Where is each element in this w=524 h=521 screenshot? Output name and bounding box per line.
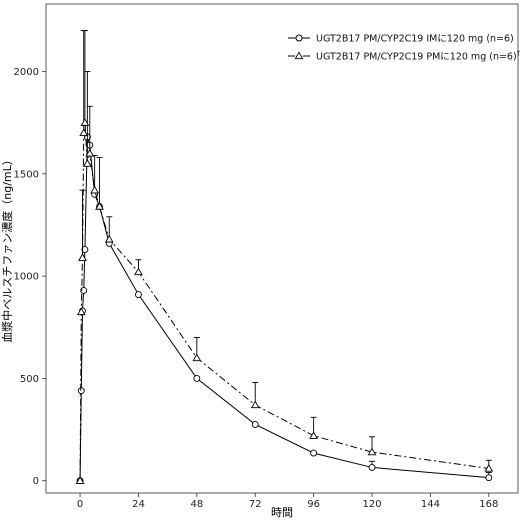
legend-item-1: UGT2B17 PM/CYP2C19 IMに120 mg (n=6) <box>288 34 514 45</box>
y-tick-label: 2000 <box>14 67 39 78</box>
legend: UGT2B17 PM/CYP2C19 IMに120 mg (n=6) UGT2B1… <box>288 34 521 63</box>
data-point-triangle <box>75 476 85 484</box>
x-tick-label: 144 <box>421 499 440 510</box>
data-point-circle <box>310 449 318 457</box>
data-point-circle <box>135 291 142 298</box>
series-layer <box>75 30 494 485</box>
series-line <box>79 136 489 481</box>
data-point-triangle <box>367 447 377 456</box>
data-point-triangle <box>309 431 319 439</box>
data-point-triangle <box>85 148 95 157</box>
data-point-circle <box>295 34 303 42</box>
data-point-triangle <box>484 463 494 472</box>
x-tick-label: 120 <box>362 499 381 510</box>
legend-label: UGT2B17 PM/CYP2C19 PMに120 mg (n=6)† <box>316 50 521 63</box>
data-point-triangle <box>95 202 104 210</box>
series-2 <box>75 30 494 484</box>
data-point-triangle <box>90 185 100 194</box>
x-tick-label: 72 <box>249 499 262 510</box>
series-1 <box>76 133 493 485</box>
y-axis-title: 血漿中ベルスチファン濃度（ng/mL） <box>0 154 14 343</box>
data-point-triangle <box>80 118 90 126</box>
data-point-triangle <box>294 51 304 60</box>
legend-label-superscript: † <box>517 50 521 58</box>
legend-label: UGT2B17 PM/CYP2C19 IMに120 mg (n=6) <box>316 34 514 45</box>
data-point-circle <box>368 463 376 471</box>
data-point-triangle <box>82 159 92 167</box>
y-tick-label: 500 <box>20 374 39 385</box>
data-point-triangle <box>79 128 89 137</box>
data-point-triangle <box>250 400 260 409</box>
data-point-circle <box>251 421 259 428</box>
series-line <box>79 122 489 481</box>
data-point-triangle <box>76 307 86 316</box>
axes: 0 24 48 72 96 120 144 168 0 500 1000 1500 2000 <box>14 3 519 510</box>
data-point-circle <box>485 474 493 482</box>
legend-item-2: UGT2B17 PM/CYP2C19 PMに120 mg (n=6)† <box>288 50 521 63</box>
plot-frame <box>45 3 519 494</box>
x-tick-label: 96 <box>307 499 320 510</box>
y-tick-label: 1000 <box>14 272 39 283</box>
data-point-circle <box>81 246 89 253</box>
y-tick-label: 1500 <box>14 169 39 180</box>
data-point-triangle <box>104 234 114 243</box>
data-point-triangle <box>78 253 87 261</box>
x-tick-label: 0 <box>77 499 83 510</box>
x-tick-label: 24 <box>132 499 145 510</box>
data-point-circle <box>193 374 201 382</box>
x-tick-label: 168 <box>479 499 498 510</box>
data-point-triangle <box>134 267 143 276</box>
data-point-circle <box>77 387 85 395</box>
x-axis-title: 時間 <box>271 506 293 519</box>
data-point-triangle <box>192 353 202 362</box>
x-tick-label: 48 <box>190 499 203 510</box>
y-tick-label: 0 <box>33 476 39 487</box>
